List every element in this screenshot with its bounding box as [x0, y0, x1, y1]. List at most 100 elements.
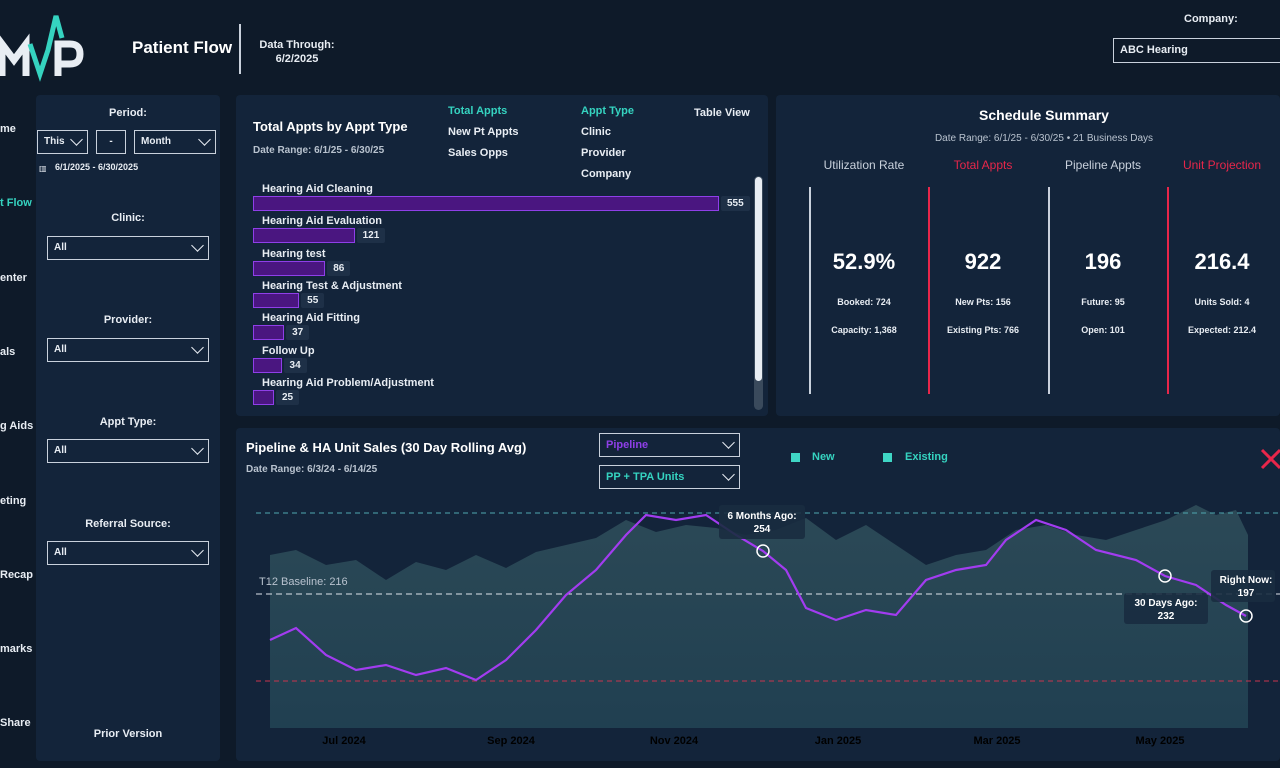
bar-label: Hearing Aid Evaluation	[262, 215, 383, 228]
bar-label: Follow Up	[262, 344, 315, 357]
pipeline-title: Pipeline & HA Unit Sales (30 Day Rolling…	[246, 440, 527, 455]
pipeline-metric-select[interactable]: Pipeline	[599, 433, 740, 457]
group-option-appt-type[interactable]: Appt Type	[581, 105, 634, 117]
period-number-input[interactable]: -	[96, 130, 126, 154]
kpi-sub-1: Units Sold: 4	[1194, 297, 1250, 307]
bar-label: Hearing Aid Cleaning	[262, 183, 373, 195]
kpi-sub-2: Expected: 212.4	[1187, 325, 1257, 335]
callout-6-months-ago: 6 Months Ago: 254	[719, 505, 805, 558]
callout-right-now: Right Now: 197	[1211, 570, 1275, 623]
period-unit-select[interactable]: Month	[134, 130, 216, 154]
bar-value: 555	[721, 196, 750, 211]
bar-label: Hearing Aid Problem/Adjustment	[262, 376, 434, 389]
group-option-provider[interactable]: Provider	[581, 147, 626, 159]
mvp-logo	[0, 15, 84, 82]
bar-value: 34	[283, 357, 307, 373]
bar[interactable]	[253, 260, 326, 276]
clinic-label: Clinic:	[111, 212, 145, 224]
data-through-date: 6/2/2025	[275, 53, 319, 65]
kpi-sub-2: Existing Pts: 766	[946, 325, 1020, 335]
nav-item-center[interactable]: enter	[0, 272, 27, 284]
kpi-value: 52.9%	[832, 249, 896, 274]
bar-value: 37	[286, 325, 310, 341]
metric-option-total-appts[interactable]: Total Appts	[448, 105, 508, 117]
referral-select[interactable]: All	[47, 541, 209, 565]
nav-item-hearing-aids[interactable]: g Aids	[0, 420, 34, 432]
kpi-header: Total Appts	[953, 158, 1013, 172]
app-title: Patient Flow	[132, 38, 233, 57]
bar-value: 86	[327, 260, 351, 276]
appt-type-label: Appt Type:	[99, 416, 157, 428]
kpi-sub-2: Capacity: 1,368	[831, 325, 897, 335]
callout-30-days-value: 232	[1158, 611, 1175, 622]
bar-value: 55	[301, 292, 325, 308]
appts-scrollbar-thumb[interactable]	[755, 177, 762, 381]
nav-item-referrals[interactable]: als	[0, 346, 16, 358]
prior-version-link[interactable]: Prior Version	[93, 728, 163, 740]
data-through-label: Data Through:	[259, 39, 335, 51]
calendar-icon[interactable]: ▥	[39, 164, 47, 173]
period-label: Period:	[109, 107, 147, 119]
legend-existing-checkbox[interactable]	[883, 453, 892, 462]
legend-new-checkbox[interactable]	[791, 453, 800, 462]
summary-title: Schedule Summary	[979, 107, 1109, 123]
appt-type-select[interactable]: All	[47, 439, 209, 463]
bar[interactable]	[253, 325, 285, 341]
legend-existing-label[interactable]: Existing	[905, 451, 948, 463]
callout-6-months-label: 6 Months Ago:	[727, 511, 796, 522]
kpi-sub-2: Open: 101	[1081, 325, 1125, 335]
nav-item-marketing[interactable]: eting	[0, 495, 27, 507]
nav-item-patient-flow[interactable]: t Flow	[0, 197, 32, 209]
kpi-value: 216.4	[1194, 249, 1250, 274]
referral-label: Referral Source:	[85, 518, 171, 530]
callout-6-months-value: 254	[754, 524, 771, 535]
schedule-summary-panel: Schedule Summary Date Range: 6/1/25 - 6/…	[776, 95, 1280, 416]
pipeline-line-chart: T12 Baseline: 216 6 Months Ago: 254 30 D…	[256, 505, 1280, 747]
nav-item-recap[interactable]: Recap	[0, 569, 34, 581]
company-select[interactable]: ABC Hearing	[1113, 38, 1280, 63]
header-divider	[239, 24, 241, 74]
appts-panel: Total Appts by Appt Type Date Range: 6/1…	[236, 95, 768, 416]
metric-option-new-pt-appts[interactable]: New Pt Appts	[448, 126, 519, 138]
x-tick-label: Jan 2025	[815, 735, 861, 747]
pipeline-date-range: Date Range: 6/3/24 - 6/14/25	[246, 464, 378, 475]
kpi-sub-1: Future: 95	[1081, 297, 1125, 307]
units-metric-select[interactable]: PP + TPA Units	[599, 465, 740, 489]
bar-label: Hearing Aid Fitting	[262, 312, 360, 325]
close-icon[interactable]	[1260, 448, 1280, 470]
x-tick-label: Jul 2024	[322, 735, 366, 747]
bar[interactable]	[253, 389, 274, 405]
bar[interactable]	[253, 196, 719, 211]
nav-item-share[interactable]: Share	[0, 717, 31, 729]
kpi-value: 196	[1084, 249, 1122, 274]
bar-label: Hearing Test & Adjustment	[262, 279, 402, 292]
x-tick-label: May 2025	[1136, 735, 1185, 747]
callout-30-days-label: 30 Days Ago:	[1135, 598, 1198, 609]
kpi-sub-1: Booked: 724	[837, 297, 891, 307]
callout-right-now-label: Right Now:	[1220, 575, 1273, 586]
bar[interactable]	[253, 357, 282, 373]
callout-right-now-value: 197	[1238, 588, 1255, 599]
nav-item-benchmarks[interactable]: marks	[0, 643, 33, 655]
clinic-select[interactable]: All	[47, 236, 209, 260]
period-this-select[interactable]: This	[37, 130, 88, 154]
x-tick-label: Mar 2025	[973, 735, 1020, 747]
bar[interactable]	[253, 292, 300, 308]
group-option-company[interactable]: Company	[581, 168, 632, 180]
kpi-sub-1: New Pts: 156	[955, 297, 1011, 307]
x-tick-label: Sep 2024	[487, 735, 536, 747]
kpi-divider	[809, 187, 811, 394]
table-view-toggle[interactable]: Table View	[694, 107, 750, 119]
metric-option-sales-opps[interactable]: Sales Opps	[448, 147, 508, 159]
filters-panel: Period: This - Month ▥ 6/1/2025 - 6/30/2…	[36, 95, 220, 761]
provider-select[interactable]: All	[47, 338, 209, 362]
bar[interactable]	[253, 228, 355, 244]
bar-value: 121	[356, 228, 386, 244]
nav-item-home[interactable]: me	[0, 123, 16, 135]
period-range: 6/1/2025 - 6/30/2025	[55, 162, 139, 172]
kpi-divider	[928, 187, 930, 394]
legend-new-label[interactable]: New	[812, 451, 835, 463]
group-option-clinic[interactable]: Clinic	[581, 126, 611, 138]
appts-date-range: Date Range: 6/1/25 - 6/30/25	[253, 145, 385, 156]
kpi-divider	[1048, 187, 1050, 394]
